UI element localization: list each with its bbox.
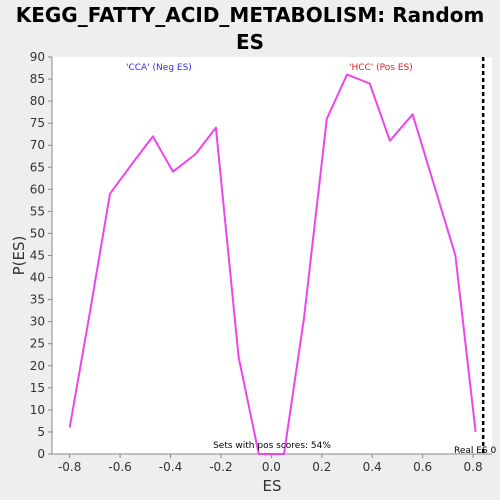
x-tick-label: -0.8 xyxy=(58,460,81,474)
real-es-label: Real ES 0 xyxy=(454,446,497,456)
y-tick-label: 80 xyxy=(30,94,45,108)
y-tick-label: 0 xyxy=(37,447,45,461)
pos-es-label: 'HCC' (Pos ES) xyxy=(349,63,413,73)
plot-area xyxy=(52,57,492,454)
series-layer xyxy=(68,73,477,455)
y-tick-label: 20 xyxy=(30,359,45,373)
y-tick-label: 15 xyxy=(30,381,45,395)
y-ticks: 0 5 10 15 20 25 30 35 40 45 50 55 60 65 70 75 80 85 90 xyxy=(30,50,52,461)
series-line xyxy=(68,73,477,455)
y-tick-label: 25 xyxy=(30,337,45,351)
chart-title-line-1: KEGG_FATTY_ACID_METABOLISM: Random ES xyxy=(15,3,485,54)
y-tick-label: 30 xyxy=(30,315,45,329)
x-tick-label: -0.2 xyxy=(209,460,232,474)
neg-es-label: 'CCA' (Neg ES) xyxy=(126,63,192,73)
x-tick-label: 0.6 xyxy=(413,460,432,474)
y-tick-label: 40 xyxy=(30,271,45,285)
x-tick-label: 0.0 xyxy=(262,460,281,474)
x-tick-label: 0.8 xyxy=(464,460,483,474)
pos-scores-label: Sets with pos scores: 54% xyxy=(213,441,331,451)
x-tick-label: 0.2 xyxy=(312,460,331,474)
x-tick-label: 0.4 xyxy=(363,460,382,474)
x-tick-label: -0.6 xyxy=(108,460,131,474)
y-tick-label: 90 xyxy=(30,50,45,64)
annotations: 'CCA' (Neg ES) 'HCC' (Pos ES) Sets with … xyxy=(126,57,497,456)
x-tick-label: -0.4 xyxy=(159,460,182,474)
y-tick-label: 55 xyxy=(30,204,45,218)
y-tick-label: 10 xyxy=(30,403,45,417)
y-tick-label: 85 xyxy=(30,72,45,86)
y-tick-label: 65 xyxy=(30,160,45,174)
y-tick-label: 70 xyxy=(30,138,45,152)
x-ticks: -0.8 -0.6 -0.4 -0.2 0.0 0.2 0.4 0.6 0.8 xyxy=(58,454,483,474)
y-tick-label: 75 xyxy=(30,116,45,130)
x-axis-label: ES xyxy=(263,477,282,495)
y-tick-label: 5 xyxy=(37,425,45,439)
y-tick-label: 60 xyxy=(30,182,45,196)
y-tick-label: 35 xyxy=(30,293,45,307)
y-tick-label: 50 xyxy=(30,226,45,240)
y-axis-label: P(ES) xyxy=(10,236,28,276)
y-tick-label: 45 xyxy=(30,249,45,263)
